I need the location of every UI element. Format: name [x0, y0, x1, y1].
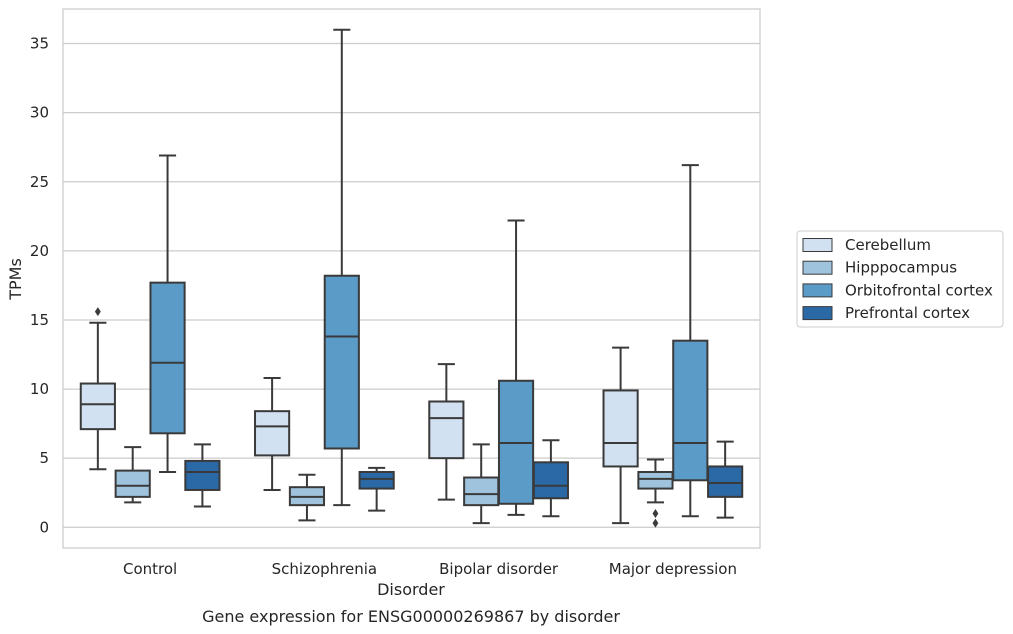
y-tick-label: 25	[30, 173, 49, 191]
x-tick-label: Schizophrenia	[272, 560, 377, 578]
box-1-0	[254, 377, 291, 491]
box-2-1	[463, 443, 500, 525]
legend-swatch	[802, 238, 833, 252]
y-tick-label: 5	[39, 449, 49, 467]
y-tick-label: 15	[30, 311, 49, 329]
box-2-3	[532, 439, 569, 518]
box-0-2	[149, 154, 186, 473]
legend-label: Hipppocampus	[845, 259, 957, 277]
tick-labels: 0 5 10 15 20 25 30 35 Control Schizophrenia Bipola…	[30, 35, 737, 578]
box-body	[149, 281, 186, 435]
box-0-1	[114, 446, 151, 504]
box-body	[254, 410, 291, 457]
box-2-2	[497, 219, 535, 516]
box-body	[428, 400, 465, 460]
plot-frame	[62, 8, 761, 549]
legend-swatch	[802, 260, 833, 275]
outlier-point	[652, 518, 659, 528]
box-1-2	[323, 28, 360, 507]
legend-swatch	[802, 306, 833, 321]
box-body	[184, 459, 221, 491]
box-3-0	[602, 346, 639, 525]
boxes	[79, 28, 744, 528]
legend-label: Prefrontal cortex	[845, 304, 970, 322]
box-1-3	[358, 466, 395, 512]
box-2-0	[428, 363, 465, 501]
legend-label: Orbitofrontal cortex	[845, 281, 993, 299]
y-tick-label: 0	[39, 518, 49, 536]
box-3-2	[672, 164, 709, 518]
legend-swatch	[802, 283, 833, 298]
y-tick-label: 30	[30, 104, 49, 122]
x-tick-label: Bipolar disorder	[439, 560, 559, 578]
box-body	[358, 470, 395, 490]
box-body	[532, 461, 569, 500]
box-0-0	[79, 307, 116, 471]
box-3-1	[637, 458, 674, 528]
y-tick-label: 10	[30, 380, 49, 398]
y-tick-label: 35	[30, 35, 49, 53]
y-tick-label: 20	[30, 242, 49, 260]
box-body	[463, 476, 500, 507]
outlier-point	[652, 508, 659, 518]
outlier-point	[94, 307, 101, 317]
box-body	[323, 274, 360, 450]
chart-caption: Gene expression for ENSG00000269867 by d…	[202, 607, 620, 626]
y-axis-label: TPMs	[6, 258, 25, 301]
box-body	[637, 470, 674, 490]
x-tick-label: Control	[123, 560, 177, 578]
box-body	[672, 339, 709, 482]
legend: Cerebellum Hipppocampus Orbitofrontal cort…	[796, 230, 1004, 328]
box-body	[602, 389, 639, 468]
box-3-3	[707, 440, 744, 519]
x-tick-label: Major depression	[609, 560, 737, 578]
box-body	[114, 469, 151, 498]
box-body	[707, 465, 744, 498]
legend-frame	[796, 230, 1004, 328]
box-0-3	[184, 443, 221, 508]
x-axis-label: Disorder	[377, 580, 445, 599]
box-body	[79, 382, 116, 431]
box-1-1	[288, 473, 326, 522]
legend-label: Cerebellum	[845, 236, 931, 254]
